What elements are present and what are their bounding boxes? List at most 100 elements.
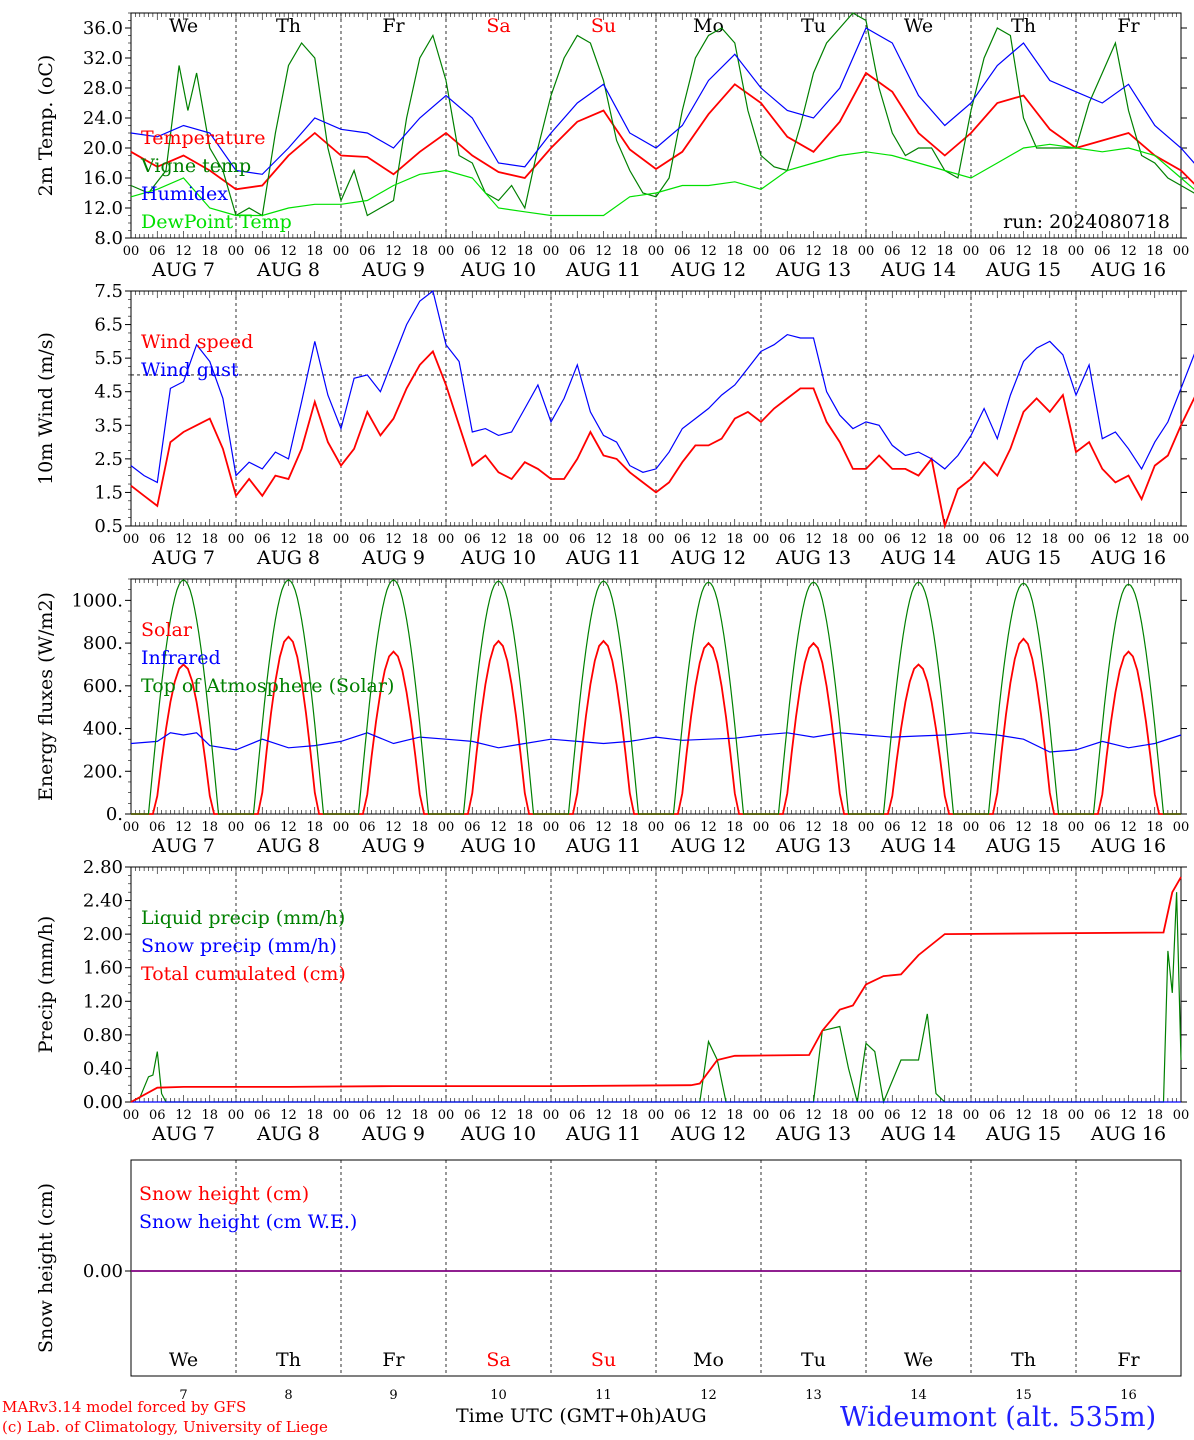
date-label: AUG 15 <box>985 259 1061 281</box>
hour-tick-label: 18 <box>306 244 323 259</box>
hour-tick-label: 18 <box>201 244 218 259</box>
hour-tick-label: 12 <box>595 244 612 259</box>
day-of-week-label: Th <box>1011 1349 1036 1371</box>
legend-entry: Humidex <box>141 183 228 205</box>
y-axis-title: Energy fluxes (W/m2) <box>35 592 57 801</box>
hour-tick-label: 06 <box>464 1108 481 1123</box>
date-label: AUG 9 <box>361 835 425 857</box>
date-label: AUG 13 <box>775 835 851 857</box>
hour-tick-label: 06 <box>884 532 901 547</box>
hour-tick-label: 12 <box>175 820 192 835</box>
legend-entry: Total cumulated (cm) <box>141 963 346 985</box>
hour-tick-label: 12 <box>385 1108 402 1123</box>
date-label: AUG 7 <box>151 547 215 569</box>
date-label: AUG 16 <box>1090 835 1166 857</box>
hour-tick-label: 12 <box>700 244 717 259</box>
hour-tick-label: 18 <box>726 820 743 835</box>
date-label: AUG 16 <box>1090 547 1166 569</box>
meteogram-panels: 00 06 12 18 00 06 12 18 00 06 12 18 00 06 12 18 00 06 12 18… <box>35 12 1194 1403</box>
x-axis-title: Time UTC (GMT+0h)AUG <box>456 1405 707 1427</box>
hour-tick-label: 18 <box>831 532 848 547</box>
hour-tick-label: 12 <box>805 244 822 259</box>
hour-tick-label: 12 <box>1015 820 1032 835</box>
day-of-week-label: We <box>169 15 198 37</box>
hour-tick-label: 12 <box>280 820 297 835</box>
day-number-label: 14 <box>910 1388 927 1403</box>
series-humidex <box>130 27 1194 175</box>
date-label: AUG 14 <box>880 1123 956 1145</box>
hour-tick-label: 06 <box>674 244 691 259</box>
panel-5: 0.00 Snow height (cm) We Th Fr Sa Su Mo Tu We Th Fr… <box>35 1159 1182 1403</box>
hour-tick-label: 00 <box>1068 532 1085 547</box>
day-number-label: 15 <box>1015 1388 1032 1403</box>
series-dewpoint-temp <box>130 143 1194 217</box>
legend-entry: Wind speed <box>141 331 253 353</box>
hour-tick-label: 18 <box>201 1108 218 1123</box>
hour-tick-label: 12 <box>595 1108 612 1123</box>
hour-tick-label: 00 <box>333 1108 350 1123</box>
hour-tick-label: 00 <box>1068 244 1085 259</box>
day-number-label: 9 <box>389 1388 397 1403</box>
series-top-of-atmosphere-solar- <box>131 579 1181 815</box>
date-label: AUG 9 <box>361 259 425 281</box>
hour-tick-label: 12 <box>1015 1108 1032 1123</box>
hour-tick-label: 18 <box>831 820 848 835</box>
hour-tick-label: 18 <box>306 1108 323 1123</box>
hour-tick-label: 00 <box>963 1108 980 1123</box>
y-tick-label: 7.5 <box>94 281 123 302</box>
hour-tick-label: 12 <box>910 1108 927 1123</box>
date-label: AUG 16 <box>1090 1123 1166 1145</box>
date-label: AUG 13 <box>775 1123 851 1145</box>
hour-tick-label: 12 <box>700 1108 717 1123</box>
legend-entry: Wind gust <box>141 359 239 381</box>
hour-tick-label: 12 <box>700 820 717 835</box>
legend-entry: Snow precip (mm/h) <box>141 935 337 957</box>
hour-tick-label: 00 <box>648 532 665 547</box>
y-tick-label: 600. <box>83 676 123 697</box>
date-label: AUG 9 <box>361 1123 425 1145</box>
hour-tick-label: 00 <box>123 1108 140 1123</box>
hour-tick-label: 00 <box>858 1108 875 1123</box>
day-of-week-label: Sa <box>486 15 510 37</box>
day-of-week-label: Mo <box>693 1349 724 1371</box>
hour-tick-label: 12 <box>490 244 507 259</box>
hour-tick-label: 18 <box>411 820 428 835</box>
hour-tick-label: 12 <box>700 532 717 547</box>
date-label: AUG 15 <box>985 547 1061 569</box>
hour-tick-label: 06 <box>989 1108 1006 1123</box>
day-of-week-label: We <box>904 1349 933 1371</box>
day-of-week-label: Fr <box>1117 1349 1140 1371</box>
hour-tick-label: 12 <box>910 820 927 835</box>
legend-entry: Liquid precip (mm/h) <box>141 907 345 929</box>
hour-tick-label: 18 <box>1041 820 1058 835</box>
hour-tick-label: 06 <box>254 532 271 547</box>
y-tick-label: 0.00 <box>83 1092 123 1113</box>
series-wind-gust <box>130 289 1194 484</box>
day-of-week-label: We <box>169 1349 198 1371</box>
panel-1: 00 06 12 18 00 06 12 18 00 06 12 18 00 06 12 18 00 06 12 18… <box>35 12 1194 281</box>
hour-tick-label: 06 <box>989 820 1006 835</box>
y-axis-title: 10m Wind (m/s) <box>35 332 57 485</box>
day-number-label: 12 <box>700 1388 717 1403</box>
date-label: AUG 12 <box>670 259 746 281</box>
day-of-week-label: Sa <box>486 1349 510 1371</box>
y-axis-title: 2m Temp. (oC) <box>35 55 57 197</box>
y-tick-label: 2.40 <box>83 891 123 912</box>
hour-tick-label: 06 <box>569 1108 586 1123</box>
date-label: AUG 14 <box>880 259 956 281</box>
y-tick-label: 5.5 <box>94 348 123 369</box>
hour-tick-label: 12 <box>910 532 927 547</box>
hour-tick-label: 18 <box>1146 820 1163 835</box>
hour-tick-label: 00 <box>753 820 770 835</box>
date-label: AUG 10 <box>460 259 536 281</box>
hour-tick-label: 00 <box>1068 820 1085 835</box>
hour-tick-label: 06 <box>149 532 166 547</box>
hour-tick-label: 06 <box>464 244 481 259</box>
hour-tick-label: 06 <box>779 244 796 259</box>
hour-tick-label: 12 <box>490 532 507 547</box>
model-credit: MARv3.14 model forced by GFS <box>2 1398 247 1416</box>
y-tick-label: 1.5 <box>94 482 123 503</box>
hour-tick-label: 06 <box>989 244 1006 259</box>
y-tick-label: 32.0 <box>83 48 123 69</box>
hour-tick-label: 18 <box>411 244 428 259</box>
